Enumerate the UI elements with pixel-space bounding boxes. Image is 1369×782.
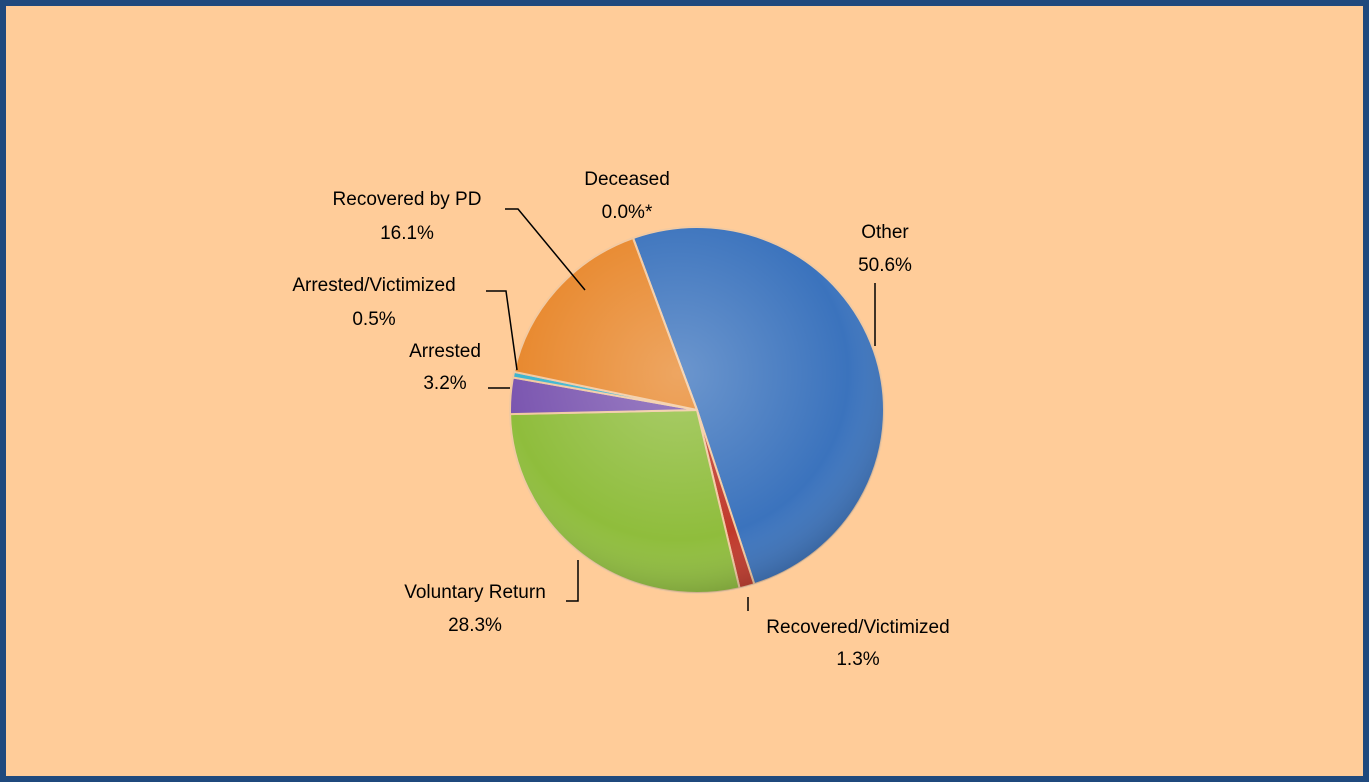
slice-value-label: 1.3% xyxy=(836,649,879,670)
pie xyxy=(509,226,885,594)
leader-line xyxy=(566,560,579,602)
slice-label: Recovered by PD xyxy=(333,189,482,210)
slice-value-label: 50.6% xyxy=(858,255,912,276)
slice-value-label: 3.2% xyxy=(423,373,466,394)
slice-label: Deceased xyxy=(584,169,670,190)
labels: Other 50.6% Recovered/Victimized 1.3% Volunt… xyxy=(292,169,949,670)
slice-value-label: 0.5% xyxy=(352,309,395,330)
slice-value-label: 0.0%* xyxy=(602,202,653,223)
leader-line xyxy=(505,208,586,291)
leader-line xyxy=(486,290,518,371)
slice-label: Voluntary Return xyxy=(404,582,546,603)
slice-value-label: 16.1% xyxy=(380,223,434,244)
slice-label: Other xyxy=(861,222,909,243)
slice-value-label: 28.3% xyxy=(448,615,502,636)
slice-label: Arrested xyxy=(409,341,481,362)
slice-label: Arrested/Victimized xyxy=(292,275,455,296)
slice-label: Recovered/Victimized xyxy=(766,617,949,638)
